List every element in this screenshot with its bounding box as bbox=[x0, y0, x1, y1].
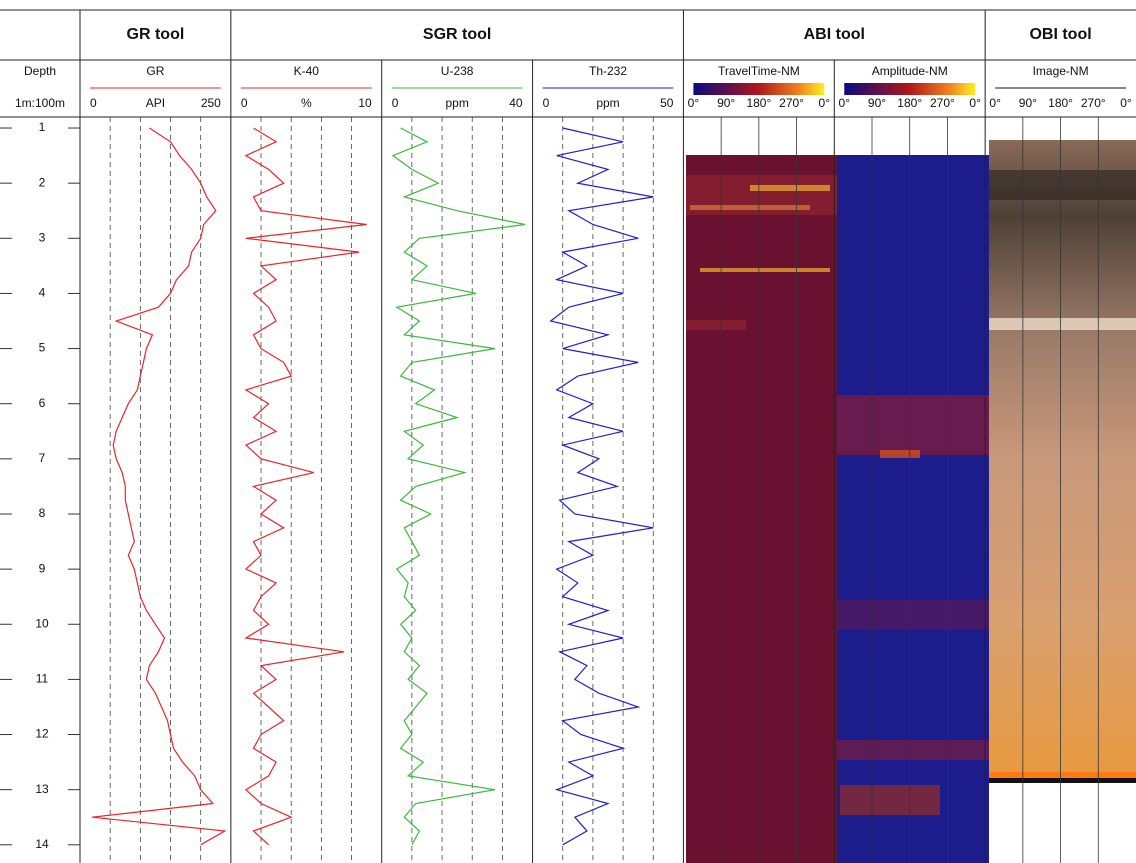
track-name: GR bbox=[146, 64, 164, 78]
depth-tick-label: 4 bbox=[39, 286, 46, 300]
angle-tick-label: 90° bbox=[868, 96, 886, 110]
depth-tick-label: 2 bbox=[39, 175, 46, 189]
track-name: Th-232 bbox=[589, 64, 627, 78]
angle-tick-label: 270° bbox=[930, 96, 955, 110]
depth-tick-label: 8 bbox=[39, 506, 46, 520]
track-name: K-40 bbox=[294, 64, 320, 78]
angle-tick-label: 0° bbox=[688, 96, 700, 110]
depth-tick-label: 1 bbox=[39, 120, 46, 134]
x-tick-label: 40 bbox=[509, 96, 523, 110]
depth-tick-label: 3 bbox=[39, 230, 46, 244]
log-curve bbox=[549, 127, 654, 846]
depth-scale: 1m:100m bbox=[15, 96, 65, 110]
angle-tick-label: 0° bbox=[969, 96, 981, 110]
image-travel-time bbox=[686, 155, 837, 863]
unit-label: ppm bbox=[445, 96, 468, 110]
tool-title: ABI tool bbox=[804, 26, 865, 43]
depth-tick-label: 12 bbox=[35, 727, 49, 741]
unit-label: % bbox=[301, 96, 312, 110]
x-tick-label: 0 bbox=[392, 96, 399, 110]
x-tick-label: 10 bbox=[358, 96, 372, 110]
depth-tick-label: 6 bbox=[39, 396, 46, 410]
angle-tick-label: 180° bbox=[1048, 96, 1073, 110]
image-optical bbox=[989, 140, 1136, 783]
image-amplitude bbox=[837, 155, 989, 863]
color-bar bbox=[844, 83, 976, 95]
color-bar bbox=[693, 83, 825, 95]
angle-tick-label: 90° bbox=[717, 96, 735, 110]
x-tick-label: 0 bbox=[90, 96, 97, 110]
x-tick-label: 250 bbox=[201, 96, 221, 110]
depth-tick-label: 11 bbox=[36, 672, 49, 686]
log-curve bbox=[391, 127, 526, 846]
angle-tick-label: 270° bbox=[779, 96, 804, 110]
angle-tick-label: 270° bbox=[1081, 96, 1106, 110]
x-tick-label: 0 bbox=[241, 96, 248, 110]
depth-tick-label: 14 bbox=[35, 837, 49, 851]
angle-tick-label: 0° bbox=[989, 96, 1001, 110]
depth-label: Depth bbox=[24, 64, 56, 78]
depth-tick-label: 13 bbox=[35, 782, 49, 796]
x-tick-label: 50 bbox=[660, 96, 674, 110]
track-name: Amplitude-NM bbox=[872, 64, 948, 78]
tool-title: SGR tool bbox=[423, 26, 491, 43]
angle-tick-label: 180° bbox=[897, 96, 922, 110]
track-name: U-238 bbox=[441, 64, 474, 78]
depth-tick-label: 7 bbox=[39, 451, 46, 465]
angle-tick-label: 0° bbox=[839, 96, 851, 110]
x-tick-label: 0 bbox=[543, 96, 550, 110]
unit-label: ppm bbox=[596, 96, 619, 110]
angle-tick-label: 0° bbox=[819, 96, 831, 110]
angle-tick-label: 180° bbox=[746, 96, 771, 110]
tool-title: OBI tool bbox=[1029, 26, 1091, 43]
depth-tick-label: 10 bbox=[35, 616, 49, 630]
log-curve bbox=[244, 127, 367, 846]
depth-tick-label: 9 bbox=[39, 561, 46, 575]
angle-tick-label: 90° bbox=[1019, 96, 1037, 110]
depth-tick-label: 5 bbox=[39, 341, 46, 355]
track-name: TravelTime-NM bbox=[718, 64, 800, 78]
log-curve bbox=[92, 127, 227, 846]
track-name: Image-NM bbox=[1033, 64, 1089, 78]
tool-title: GR tool bbox=[127, 26, 185, 43]
angle-tick-label: 0° bbox=[1120, 96, 1132, 110]
unit-label: API bbox=[146, 96, 165, 110]
